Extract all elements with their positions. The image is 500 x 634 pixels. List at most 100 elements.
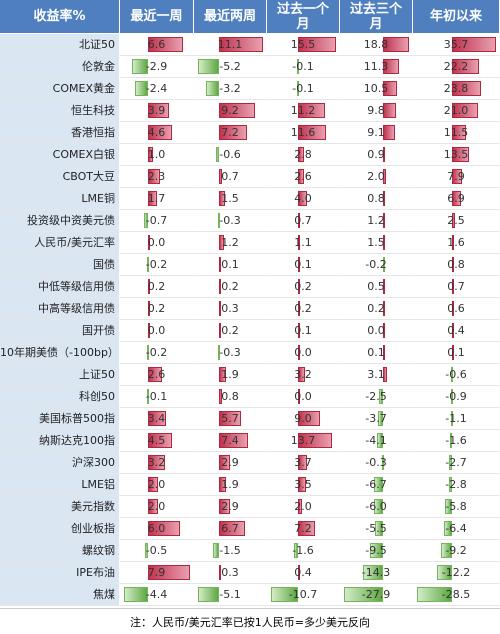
value-text: -9.5 xyxy=(365,544,387,557)
data-bar xyxy=(452,213,456,228)
value-text: -2.5 xyxy=(365,390,387,403)
value-text: 7.4 xyxy=(221,434,239,447)
column-header: 收益率% xyxy=(0,0,120,34)
row-label: 科创50 xyxy=(0,386,120,408)
value-cell: 9.8 xyxy=(340,100,413,122)
data-bar xyxy=(452,323,455,338)
value-cell: 6.7 xyxy=(194,518,267,540)
data-bar xyxy=(146,257,149,272)
value-text: 3.2 xyxy=(147,456,166,469)
value-cell: 4.0 xyxy=(267,188,340,210)
data-bar xyxy=(297,125,327,140)
value-text: 0.4 xyxy=(447,324,465,337)
value-cell: 0.7 xyxy=(194,166,267,188)
value-text: 1.6 xyxy=(447,236,465,249)
row-label: 国开债 xyxy=(0,320,120,342)
value-cell: 0.7 xyxy=(267,210,340,232)
row-label: 投资级中资美元债 xyxy=(0,210,120,232)
data-bar xyxy=(297,411,320,426)
data-bar xyxy=(218,323,221,338)
data-bar xyxy=(444,521,453,536)
value-cell: 0.3 xyxy=(194,562,267,584)
value-text: -0.1 xyxy=(292,82,314,95)
row-label: 中高等级信用债 xyxy=(0,298,120,320)
value-cell: 3.9 xyxy=(120,100,194,122)
value-text: 2.0 xyxy=(294,500,312,513)
data-bar xyxy=(297,301,300,316)
value-text: 1.5 xyxy=(367,236,385,249)
value-text: -2.4 xyxy=(145,82,168,95)
value-text: 15.5 xyxy=(290,38,316,51)
value-cell: 1.0 xyxy=(120,144,194,166)
data-bar xyxy=(146,345,149,360)
data-bar xyxy=(147,279,150,294)
data-bar xyxy=(382,257,385,272)
value-text: 7.2 xyxy=(221,126,239,139)
data-bar xyxy=(217,345,220,360)
data-bar xyxy=(147,433,172,448)
value-cell: 3.7 xyxy=(267,452,340,474)
data-bar xyxy=(382,235,385,250)
value-cell: -9.5 xyxy=(340,540,413,562)
value-text: 0.6 xyxy=(447,302,465,315)
value-text: 3.5 xyxy=(294,478,312,491)
value-text: 0.3 xyxy=(221,566,239,579)
value-cell: -27.9 xyxy=(340,584,413,606)
data-bar xyxy=(218,191,225,206)
value-text: -10.7 xyxy=(288,588,318,601)
data-bar xyxy=(382,301,385,316)
value-cell: -5.8 xyxy=(413,496,500,518)
value-cell: -5.5 xyxy=(340,518,413,540)
value-text: -5.1 xyxy=(219,588,241,601)
data-bar xyxy=(297,499,303,514)
data-bar xyxy=(450,433,453,448)
value-text: 0.1 xyxy=(367,346,385,359)
value-text: -27.9 xyxy=(361,588,391,601)
value-text: 0.0 xyxy=(367,324,385,337)
value-text: 10.5 xyxy=(363,82,389,95)
data-bar xyxy=(452,81,482,96)
data-bar xyxy=(144,543,148,558)
data-bar xyxy=(297,37,336,52)
value-text: -0.5 xyxy=(145,544,168,557)
data-bar xyxy=(362,565,383,580)
value-text: -4.1 xyxy=(365,434,387,447)
data-bar xyxy=(382,367,388,382)
data-bar xyxy=(143,213,148,228)
row-label: 创业板指 xyxy=(0,518,120,540)
value-cell: -2.4 xyxy=(120,78,194,100)
value-cell: 1.5 xyxy=(194,188,267,210)
value-cell: -2.5 xyxy=(340,386,413,408)
value-text: 0.1 xyxy=(447,346,465,359)
value-cell: 2.9 xyxy=(194,496,267,518)
value-text: -1.1 xyxy=(445,412,467,425)
data-bar xyxy=(382,169,386,184)
data-bar xyxy=(297,59,300,74)
value-text: 7.2 xyxy=(294,522,312,535)
value-cell: 0.8 xyxy=(340,188,413,210)
value-text: 11.1 xyxy=(217,38,243,51)
row-label: 美国标普500指 xyxy=(0,408,120,430)
row-label: 人民币/美元汇率 xyxy=(0,232,120,254)
data-bar xyxy=(382,345,385,360)
data-bar xyxy=(147,125,173,140)
value-cell: -12.2 xyxy=(413,562,500,584)
value-cell: 0.2 xyxy=(340,298,413,320)
value-text: 9.0 xyxy=(294,412,312,425)
value-text: 0.1 xyxy=(294,324,312,337)
value-text: 6.9 xyxy=(447,192,465,205)
data-bar xyxy=(452,147,469,162)
data-bar xyxy=(452,37,496,52)
value-text: 0.9 xyxy=(367,148,385,161)
data-bar xyxy=(444,499,453,514)
value-cell: 4.5 xyxy=(120,430,194,452)
data-bar xyxy=(297,345,300,360)
value-cell: 0.8 xyxy=(194,386,267,408)
data-bar xyxy=(450,389,453,404)
value-cell: 2.9 xyxy=(194,452,267,474)
row-label: 国债 xyxy=(0,254,120,276)
value-cell: -4.4 xyxy=(120,584,194,606)
value-text: 11.2 xyxy=(290,104,316,117)
value-text: 0.2 xyxy=(221,324,239,337)
